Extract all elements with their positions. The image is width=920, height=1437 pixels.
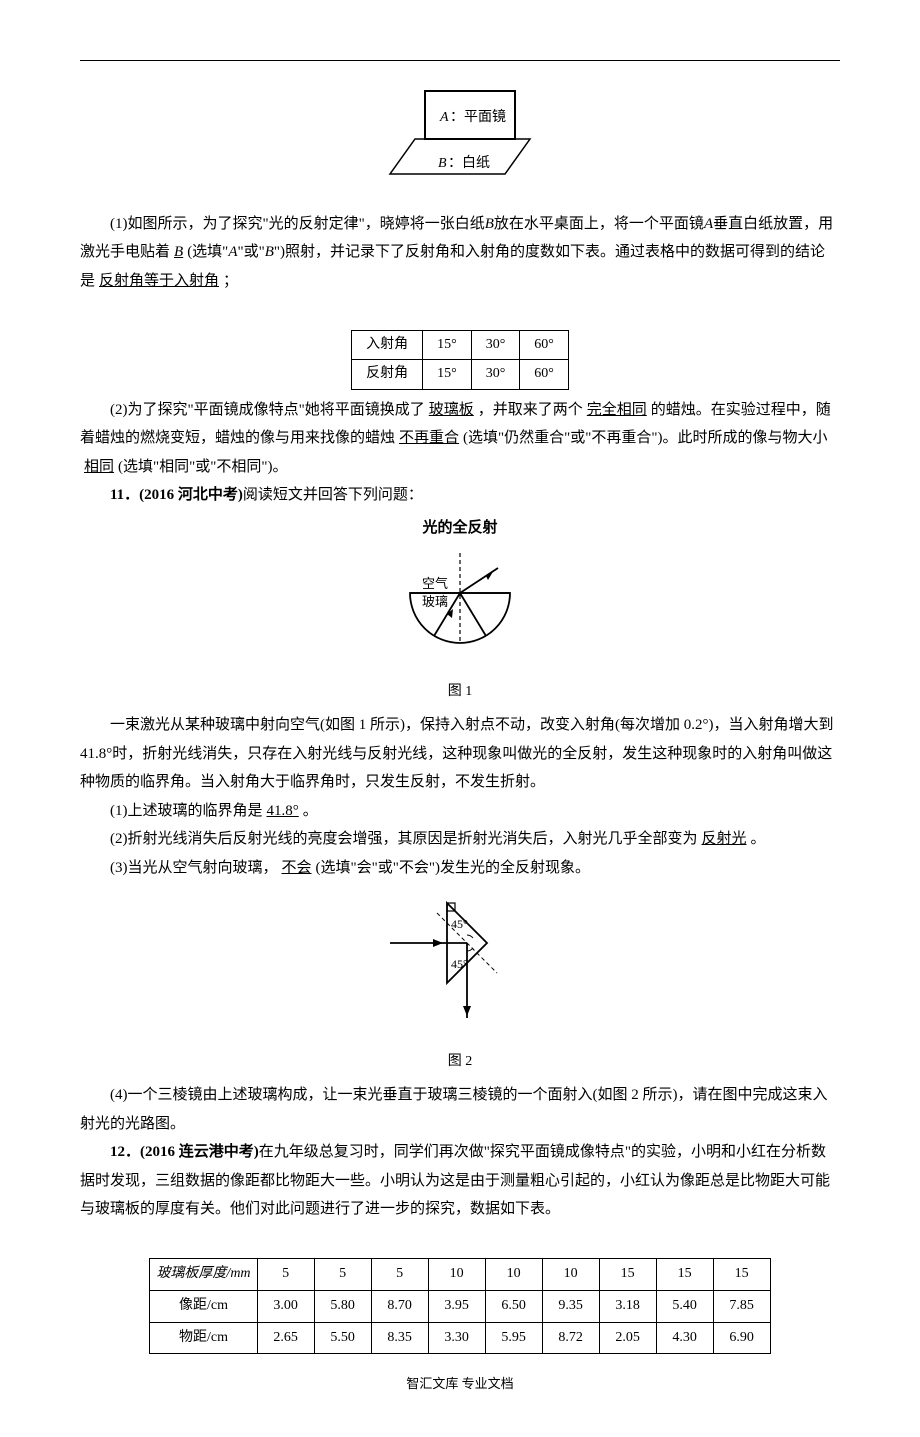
top-rule (80, 60, 840, 61)
blank-reflected: 反射光 (698, 831, 751, 847)
figure-mirror-paper: A ：平面镜 B ：白纸 (80, 79, 840, 200)
figure-prism: 45° 45° (80, 888, 840, 1039)
q11-sub4: (4)一个三棱镜由上述玻璃构成，让一束光垂直于玻璃三棱镜的一个面射入(如图 2 … (80, 1081, 840, 1138)
blank-critical: 41.8° (263, 803, 303, 819)
svg-text:：平面镜: ：平面镜 (450, 109, 506, 125)
q12: 12．(2016 连云港中考)在九年级总复习时，同学们再次做"探究平面镜成像特点… (80, 1138, 840, 1224)
svg-text:45°: 45° (451, 917, 468, 931)
thickness-table: 玻璃板厚度/mm 5 5 5 10 10 10 15 15 15 像距/cm 3… (149, 1258, 770, 1354)
svg-text:：白纸: ：白纸 (448, 155, 490, 171)
q11-sub2: (2)折射光线消失后反射光线的亮度会增强，其原因是折射光消失后，入射光几乎全部变… (80, 825, 840, 854)
q11-sub3: (3)当光从空气射向玻璃，不会(选填"会"或"不会")发生光的全反射现象。 (80, 854, 840, 883)
svg-text:45°: 45° (451, 957, 468, 971)
q11-heading: 11．(2016 河北中考)阅读短文并回答下列问题： (80, 481, 840, 510)
blank-same: 相同 (80, 459, 118, 475)
svg-text:空气: 空气 (422, 576, 448, 591)
blank-b: B (170, 244, 187, 260)
q11-passage: 一束激光从某种玻璃中射向空气(如图 1 所示)，保持入射点不动，改变入射角(每次… (80, 711, 840, 797)
blank-conclusion: 反射角等于入射角 (95, 273, 223, 289)
fig1-caption: 图 1 (80, 679, 840, 706)
q10-part2: (2)为了探究"平面镜成像特点"她将平面镜换成了玻璃板，并取来了两个完全相同的蜡… (80, 396, 840, 482)
q11-sub1: (1)上述玻璃的临界角是41.8°。 (80, 797, 840, 826)
blank-identical: 完全相同 (583, 402, 651, 418)
svg-text:A: A (439, 110, 449, 125)
q10-part1: (1)如图所示，为了探究"光的反射定律"，晓婷将一张白纸B放在水平桌面上，将一个… (80, 210, 840, 296)
angle-table: 入射角 15° 30° 60° 反射角 15° 30° 60° (351, 330, 569, 390)
svg-text:B: B (438, 156, 447, 171)
blank-overlap: 不再重合 (395, 430, 463, 446)
footer: 智汇文库 专业文档 (80, 1372, 840, 1397)
svg-text:玻璃: 玻璃 (422, 594, 448, 609)
figure-semicircle: 空气 玻璃 (80, 548, 840, 669)
blank-wont: 不会 (278, 860, 316, 876)
q11-title: 光的全反射 (80, 514, 840, 543)
blank-glass: 玻璃板 (425, 402, 478, 418)
fig2-caption: 图 2 (80, 1049, 840, 1076)
